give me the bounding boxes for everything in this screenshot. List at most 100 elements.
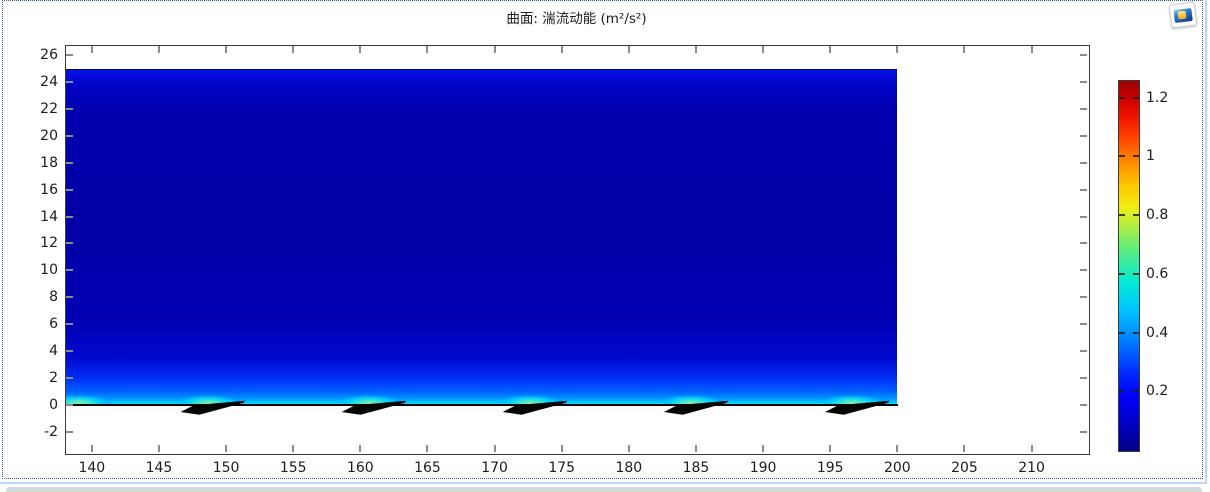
colorbar-tick-left bbox=[1119, 390, 1125, 393]
plot-thumbnail-icon bbox=[1168, 1, 1198, 29]
x-tick-bottom bbox=[627, 445, 630, 452]
x-axis-label: 195 bbox=[816, 460, 844, 476]
x-axis-label: 160 bbox=[346, 460, 374, 476]
y-axis-label: 22 bbox=[40, 100, 58, 117]
foils-layer bbox=[180, 400, 890, 415]
x-tick-bottom bbox=[426, 445, 429, 452]
x-tick-top bbox=[157, 46, 160, 53]
y-tick-left bbox=[66, 350, 73, 353]
x-tick-bottom bbox=[493, 445, 496, 452]
y-axis-label: 20 bbox=[40, 127, 58, 144]
y-axis-label: 4 bbox=[49, 343, 58, 360]
y-tick-right bbox=[1080, 161, 1087, 164]
y-tick-right bbox=[1080, 215, 1087, 218]
y-tick-right bbox=[1080, 269, 1087, 272]
colorbar-tick-right bbox=[1133, 272, 1139, 275]
y-axis-label: 8 bbox=[49, 289, 58, 306]
foil-shape bbox=[824, 400, 890, 415]
x-tick-top bbox=[90, 46, 93, 53]
bottom-panel-edge bbox=[6, 487, 1202, 492]
wake-patch bbox=[664, 394, 723, 406]
colorbar-tick-left bbox=[1119, 214, 1125, 217]
y-tick-right bbox=[1080, 107, 1087, 110]
y-tick-right bbox=[1080, 54, 1087, 57]
colorbar-label: 1.2 bbox=[1146, 89, 1169, 106]
y-axis-label: 26 bbox=[40, 47, 58, 64]
y-tick-right bbox=[1080, 350, 1087, 353]
wake-patch bbox=[342, 394, 401, 406]
y-axis-label: 0 bbox=[49, 396, 58, 413]
y-tick-right bbox=[1080, 403, 1087, 406]
y-tick-right bbox=[1080, 377, 1087, 380]
y-tick-left bbox=[66, 188, 73, 191]
graphics-canvas[interactable] bbox=[65, 45, 1090, 455]
y-tick-left bbox=[66, 107, 73, 110]
y-tick-left bbox=[66, 81, 73, 83]
x-tick-top bbox=[829, 46, 832, 53]
plot-title: 曲面: 湍流动能 (m²/s²) bbox=[506, 11, 647, 27]
x-tick-top bbox=[560, 46, 563, 53]
x-axis-label: 170 bbox=[481, 460, 508, 476]
y-tick-right bbox=[1080, 134, 1087, 137]
x-tick-bottom bbox=[1030, 445, 1033, 452]
colorbar-tick-right bbox=[1133, 390, 1139, 393]
y-tick-left bbox=[66, 215, 73, 218]
foil-shape bbox=[502, 400, 568, 415]
colorbar-tick-left bbox=[1119, 331, 1125, 334]
x-tick-top bbox=[225, 46, 228, 53]
x-tick-top bbox=[963, 46, 966, 53]
x-tick-bottom bbox=[963, 445, 966, 452]
colorbar bbox=[1118, 80, 1140, 452]
x-tick-top bbox=[493, 46, 496, 53]
y-tick-left bbox=[66, 242, 73, 245]
x-tick-top bbox=[762, 46, 765, 53]
x-axis-label: 190 bbox=[749, 460, 777, 476]
colorbar-tick-right bbox=[1133, 331, 1139, 334]
plot-thumbnail-dot bbox=[1177, 10, 1187, 20]
foil-shape bbox=[663, 400, 729, 415]
y-tick-right bbox=[1080, 323, 1087, 326]
x-tick-top bbox=[426, 46, 429, 53]
x-tick-bottom bbox=[359, 445, 362, 452]
colorbar-label: 0.6 bbox=[1146, 265, 1169, 282]
x-axis-label: 140 bbox=[78, 460, 106, 476]
y-axis-label: 18 bbox=[40, 154, 58, 171]
x-axis-label: 155 bbox=[279, 460, 307, 476]
x-tick-top bbox=[292, 46, 295, 53]
colorbar-tick-left bbox=[1119, 272, 1125, 275]
x-axis-label: 180 bbox=[615, 460, 643, 476]
x-tick-bottom bbox=[90, 445, 93, 452]
x-tick-bottom bbox=[560, 445, 563, 452]
x-tick-bottom bbox=[896, 445, 899, 452]
y-tick-right bbox=[1080, 188, 1087, 191]
x-tick-bottom bbox=[292, 445, 295, 452]
surface-plot[interactable] bbox=[65, 68, 898, 406]
foil-shape bbox=[180, 400, 245, 415]
y-axis-label: 24 bbox=[40, 74, 58, 90]
x-tick-top bbox=[896, 46, 899, 53]
wake-patch bbox=[503, 394, 562, 406]
x-tick-top bbox=[694, 46, 697, 53]
y-axis-label: 12 bbox=[40, 235, 58, 252]
x-tick-bottom bbox=[829, 445, 832, 452]
wake-patch bbox=[826, 394, 885, 406]
x-tick-top bbox=[1030, 46, 1033, 53]
y-tick-left bbox=[66, 430, 73, 433]
colorbar-tick-right bbox=[1133, 155, 1139, 158]
colorbar-tick-left bbox=[1119, 155, 1125, 158]
bottom-wall-line bbox=[65, 403, 899, 406]
y-axis-label: 14 bbox=[40, 208, 58, 225]
x-axis-label: 145 bbox=[145, 460, 173, 476]
x-axis-label: 185 bbox=[682, 460, 710, 476]
y-axis-label: -2 bbox=[44, 423, 58, 440]
x-axis-label: 175 bbox=[548, 460, 576, 476]
plot-thumbnail-screen bbox=[1173, 7, 1193, 23]
x-axis-label: 165 bbox=[414, 460, 441, 476]
x-axis-label: 150 bbox=[212, 460, 240, 476]
y-tick-left bbox=[66, 134, 73, 137]
y-tick-left bbox=[66, 54, 73, 57]
y-axis-label: 6 bbox=[49, 316, 58, 333]
y-tick-right bbox=[1080, 430, 1087, 433]
y-axis-label: 16 bbox=[40, 181, 58, 198]
